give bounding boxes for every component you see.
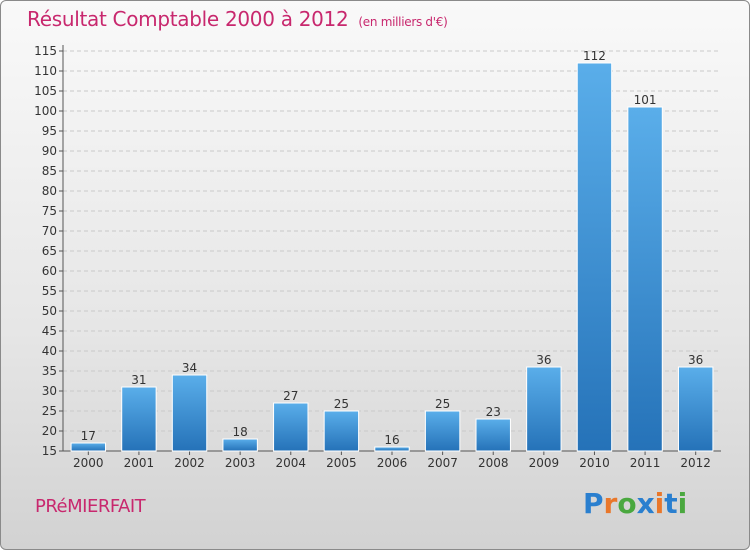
y-tick-label: 100 — [34, 104, 57, 118]
y-tick-label: 110 — [34, 64, 57, 78]
value-label: 112 — [583, 49, 606, 63]
y-tick-label: 85 — [42, 164, 57, 178]
value-label: 18 — [233, 425, 248, 439]
bar — [374, 446, 410, 452]
value-label: 36 — [536, 353, 551, 367]
bars — [70, 62, 714, 452]
x-tick-label: 2005 — [326, 456, 357, 470]
x-tick-label: 2000 — [73, 456, 104, 470]
bar — [171, 374, 208, 452]
y-tick-label: 50 — [42, 304, 57, 318]
bar — [121, 386, 157, 452]
y-tick-label: 80 — [42, 184, 57, 198]
bar — [70, 442, 107, 452]
x-tick-label: 2004 — [275, 456, 306, 470]
y-tick-label: 105 — [34, 84, 57, 98]
value-label: 23 — [486, 405, 501, 419]
x-tick-label: 2010 — [579, 456, 610, 470]
x-tick-label: 2002 — [174, 456, 205, 470]
y-tick-label: 15 — [42, 444, 57, 458]
bar — [424, 410, 461, 452]
x-tick-label: 2012 — [680, 456, 711, 470]
grid-lines — [63, 50, 721, 452]
x-tick-label: 2011 — [630, 456, 661, 470]
value-label: 27 — [283, 389, 298, 403]
chart-subtitle: (en milliers d'€) — [358, 15, 448, 29]
logo-letter: i — [677, 487, 688, 520]
logo-letter: i — [654, 487, 665, 520]
y-tick-label: 55 — [42, 284, 57, 298]
y-tick-label: 40 — [42, 344, 57, 358]
axes — [59, 45, 721, 455]
bar — [576, 62, 613, 452]
bar — [526, 366, 562, 452]
y-tick-label: 90 — [42, 144, 57, 158]
logo-letter: t — [664, 487, 678, 520]
proxiti-logo: Proxiti — [583, 487, 687, 520]
y-tick-label: 95 — [42, 124, 57, 138]
logo-letter: x — [636, 487, 655, 520]
x-tick-label: 2003 — [225, 456, 256, 470]
x-tick-label: 2006 — [377, 456, 408, 470]
bar — [222, 438, 258, 452]
bar — [677, 366, 714, 452]
y-tick-label: 20 — [42, 424, 57, 438]
x-tick-label: 2009 — [529, 456, 560, 470]
logo-letter: P — [583, 487, 604, 520]
y-tick-label: 45 — [42, 324, 57, 338]
bar — [475, 418, 511, 452]
y-tick-label: 75 — [42, 204, 57, 218]
bar — [273, 402, 309, 452]
value-label: 31 — [131, 373, 146, 387]
logo-letter: o — [617, 487, 637, 520]
x-tick-label: 2008 — [478, 456, 509, 470]
x-tick-label: 2001 — [124, 456, 155, 470]
chart-title: Résultat Comptable 2000 à 2012 (en millie… — [27, 7, 448, 31]
y-tick-label: 60 — [42, 264, 57, 278]
bar — [627, 106, 663, 452]
y-tick-label: 25 — [42, 404, 57, 418]
chart-title-text: Résultat Comptable 2000 à 2012 — [27, 7, 349, 31]
x-tick-label: 2007 — [427, 456, 458, 470]
logo-letter: r — [603, 487, 618, 520]
commune-name: PRéMIERFAIT — [35, 496, 146, 517]
y-tick-label: 70 — [42, 224, 57, 238]
value-label: 16 — [384, 433, 399, 447]
labels: 15 20 25 30 35 40 45 50 55 60 65 70 75 80 85 90 95 100 105… — [34, 44, 711, 470]
value-label: 34 — [182, 361, 197, 375]
value-label: 36 — [688, 353, 703, 367]
y-tick-label: 30 — [42, 384, 57, 398]
y-tick-label: 65 — [42, 244, 57, 258]
y-tick-label: 115 — [34, 44, 57, 58]
y-tick-label: 35 — [42, 364, 57, 378]
value-label: 101 — [634, 93, 657, 107]
value-label: 25 — [334, 397, 349, 411]
bar — [323, 410, 360, 452]
value-label: 17 — [81, 429, 96, 443]
value-label: 25 — [435, 397, 450, 411]
